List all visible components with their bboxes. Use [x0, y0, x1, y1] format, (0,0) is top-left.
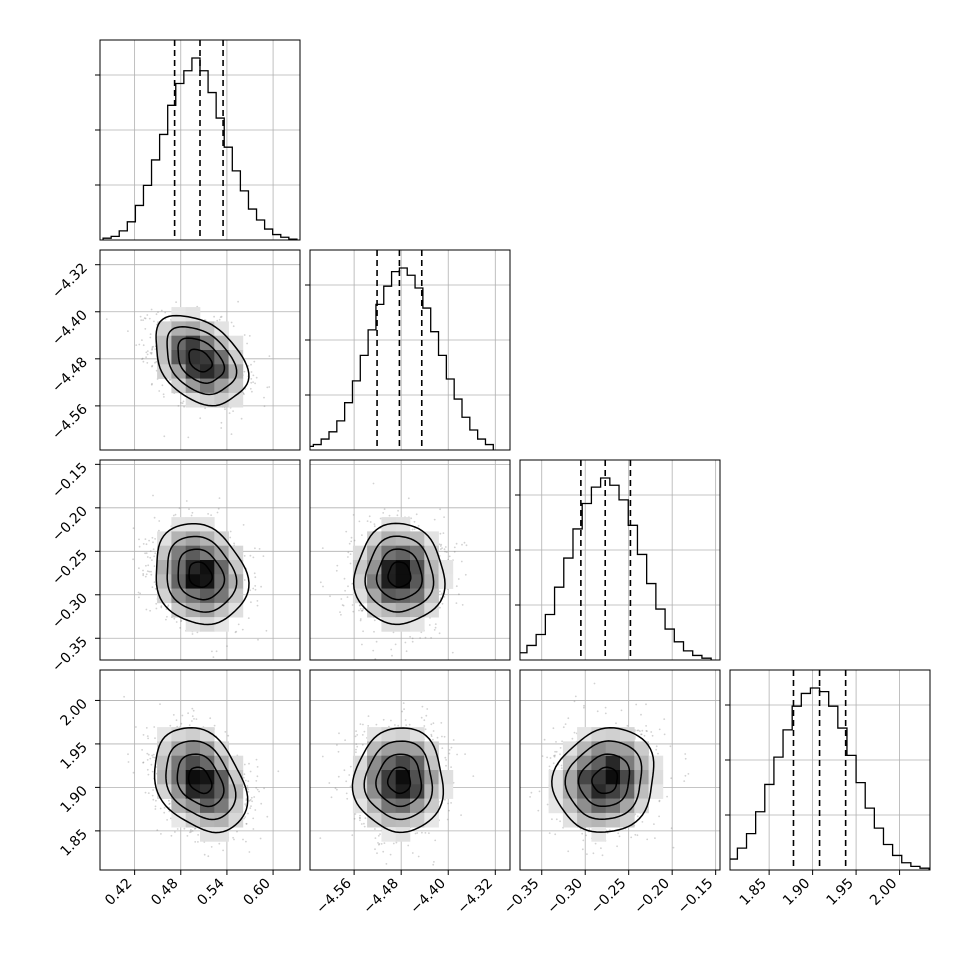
contour-line-0: [187, 766, 213, 795]
contour-line-2: [166, 535, 238, 613]
panel-frame: [309, 669, 511, 871]
x-axis-labels: 0.42 0.48 0.54 0.60 −4.56 −4.48 −4.40 −4.32 −0.3…: [102, 870, 900, 917]
x-tick-label: −0.25: [588, 876, 630, 918]
contour-line-3: [551, 727, 655, 833]
y-tick-label: 1.85: [57, 826, 90, 859]
x-tick-label: −4.56: [313, 875, 355, 917]
y-tick-label: −0.20: [49, 503, 91, 545]
panel-frame: [99, 669, 301, 871]
x-tick-label: 0.60: [241, 876, 274, 909]
contour-line-0: [188, 561, 213, 588]
histogram-panel-3: [725, 669, 931, 871]
scatter-panel-2-1: [309, 459, 511, 661]
x-tick-label: 0.54: [194, 875, 227, 908]
panel-frame: [99, 39, 301, 241]
y-tick-label: −4.32: [49, 260, 91, 302]
contour-line-3: [155, 314, 250, 407]
y-tick-label: 2.00: [57, 696, 90, 729]
contour-line-0: [386, 766, 412, 795]
x-tick-label: −0.20: [631, 876, 673, 918]
contour-line-2: [364, 535, 435, 613]
contour-line-1: [577, 753, 631, 808]
x-tick-label: −4.32: [454, 876, 496, 918]
panel-frame: [309, 459, 511, 661]
y-tick-label: −0.25: [49, 547, 91, 589]
scatter-panel-3-1: [309, 669, 511, 871]
x-tick-label: −4.48: [360, 876, 402, 918]
histogram-panel-2: [515, 459, 721, 661]
x-tick-label: −0.15: [675, 876, 717, 918]
contour-line-0: [387, 561, 412, 588]
y-axis-labels: −4.56 −4.48 −4.40 −4.32 −0.35−0.30−0.25−0.20…: [49, 260, 100, 860]
histogram-panel-1: [305, 249, 511, 451]
x-tick-label: 0.42: [102, 876, 135, 909]
contour-line-2: [165, 740, 237, 821]
contour-line-1: [375, 753, 423, 808]
y-tick-label: 1.90: [57, 783, 90, 816]
density-cells: [352, 727, 454, 842]
contour-line-0: [591, 766, 619, 795]
panel-frame: [309, 249, 511, 451]
contour-line-3: [155, 522, 250, 626]
contour-line-0: [188, 348, 213, 373]
contour-line-2: [564, 740, 643, 820]
panel-frame: [729, 669, 931, 871]
contour-line-2: [166, 326, 238, 396]
x-tick-label: −4.40: [407, 876, 449, 918]
scatter-panel-3-0: [99, 669, 301, 871]
scatter-panel-1-0: [99, 249, 301, 451]
scatter-panel-3-2: [519, 669, 721, 871]
contour-line-2: [363, 740, 434, 821]
contour-line-1: [375, 548, 423, 601]
x-tick-label: 0.48: [148, 876, 181, 909]
y-tick-label: −0.15: [49, 460, 91, 502]
y-tick-label: −4.48: [49, 354, 91, 396]
histogram-panel-0: [95, 39, 301, 241]
density-cells: [157, 517, 244, 632]
contour-line-3: [352, 522, 446, 626]
panel-frame: [99, 459, 301, 661]
contour-line-3: [153, 727, 249, 834]
histogram-step-line: [730, 687, 930, 870]
x-tick-label: −0.35: [501, 876, 543, 918]
x-tick-label: −0.30: [544, 876, 586, 918]
contour-line-1: [177, 548, 226, 601]
density-cells: [352, 517, 454, 632]
x-tick-label: 2.00: [867, 876, 900, 909]
y-tick-label: −4.40: [49, 307, 91, 349]
scatter-panel-2-0: [99, 459, 301, 661]
x-tick-label: 1.85: [737, 876, 770, 909]
panel-frame: [99, 249, 301, 451]
contour-line-3: [351, 727, 445, 834]
y-tick-label: −4.56: [49, 401, 91, 443]
x-tick-label: 1.90: [780, 876, 813, 909]
contour-line-1: [176, 753, 225, 808]
histogram-step-line: [520, 477, 712, 660]
x-tick-label: 1.95: [824, 876, 857, 909]
histogram-step-line: [310, 267, 494, 450]
contour-line-1: [177, 337, 226, 384]
panel-frame: [519, 669, 721, 871]
panel-frame: [519, 459, 721, 661]
y-tick-label: −0.30: [49, 590, 91, 632]
y-tick-label: 1.95: [57, 739, 90, 772]
y-tick-label: −0.35: [49, 634, 91, 676]
